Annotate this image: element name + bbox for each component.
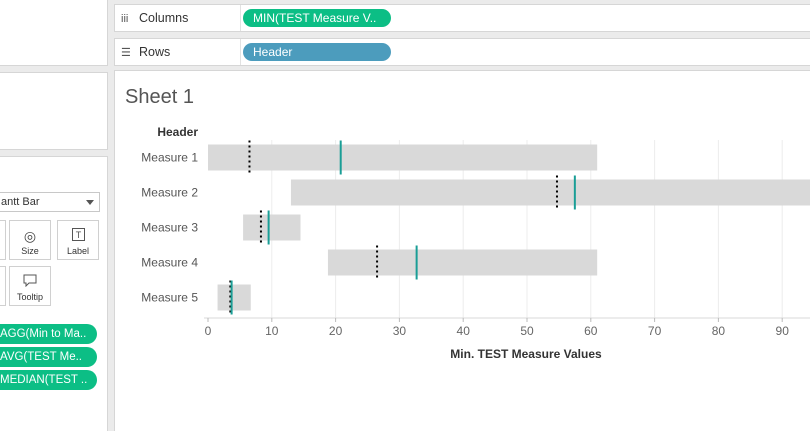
label-label: Label [66,246,90,256]
size-button[interactable]: ◎ Size [9,220,51,260]
columns-shelf-label: iii Columns [121,5,188,31]
gantt-bar [290,179,810,206]
row-label: Measure 4 [141,256,198,270]
tooltip-label: Tooltip [16,292,43,302]
x-tick-label: 30 [393,324,407,338]
tooltip-icon [23,274,37,289]
row-label: Measure 2 [141,186,198,200]
gantt-bar [217,284,251,311]
filters-card [0,72,108,150]
x-tick-label: 60 [584,324,598,338]
row-label: Measure 3 [141,221,198,235]
x-tick-label: 10 [265,324,279,338]
rows-icon: ☰ [121,47,131,59]
x-tick-label: 80 [712,324,726,338]
rows-pill[interactable]: Header [243,43,391,61]
shelf-divider [240,39,241,65]
sheet-title: Sheet 1 [125,86,194,108]
svg-text:T: T [75,230,81,240]
label-button[interactable]: T Label [57,220,99,260]
size-label: Size [21,246,39,256]
label-icon: T [71,228,85,243]
shelf-divider [240,5,241,31]
chevron-down-icon [86,200,94,205]
x-tick-label: 20 [329,324,343,338]
detail-button[interactable] [0,266,6,306]
gantt-bar [327,249,598,276]
mark-type-dropdown[interactable]: antt Bar [0,192,100,212]
row-label: Measure 5 [141,291,198,305]
size-icon: ◎ [23,228,37,244]
rows-shelf-label: ☰ Rows [121,39,170,65]
x-tick-label: 50 [520,324,534,338]
x-tick-label: 0 [205,324,212,338]
x-tick-label: 70 [648,324,662,338]
x-tick-label: 40 [457,324,471,338]
columns-icon: iii [121,13,129,25]
pages-card [0,0,108,66]
rows-shelf[interactable]: ☰ Rows Header [114,38,810,66]
marks-pill[interactable]: AGG(Min to Ma.. [0,324,97,344]
marks-pill[interactable]: AVG(TEST Me.. [0,347,97,367]
color-button[interactable] [0,220,6,260]
row-label: Measure 1 [141,151,198,165]
marks-pill[interactable]: MEDIAN(TEST .. [0,370,97,390]
columns-pill[interactable]: MIN(TEST Measure V.. [243,9,391,27]
gantt-bar [243,214,301,241]
x-axis-title: Min. TEST Measure Values [450,347,602,361]
columns-shelf[interactable]: iii Columns MIN(TEST Measure V.. [114,4,810,32]
x-tick-label: 90 [776,324,790,338]
mark-type-value: antt Bar [1,196,40,208]
gantt-bar [208,144,598,171]
tooltip-button[interactable]: Tooltip [9,266,51,306]
row-header-title: Header [157,125,198,139]
